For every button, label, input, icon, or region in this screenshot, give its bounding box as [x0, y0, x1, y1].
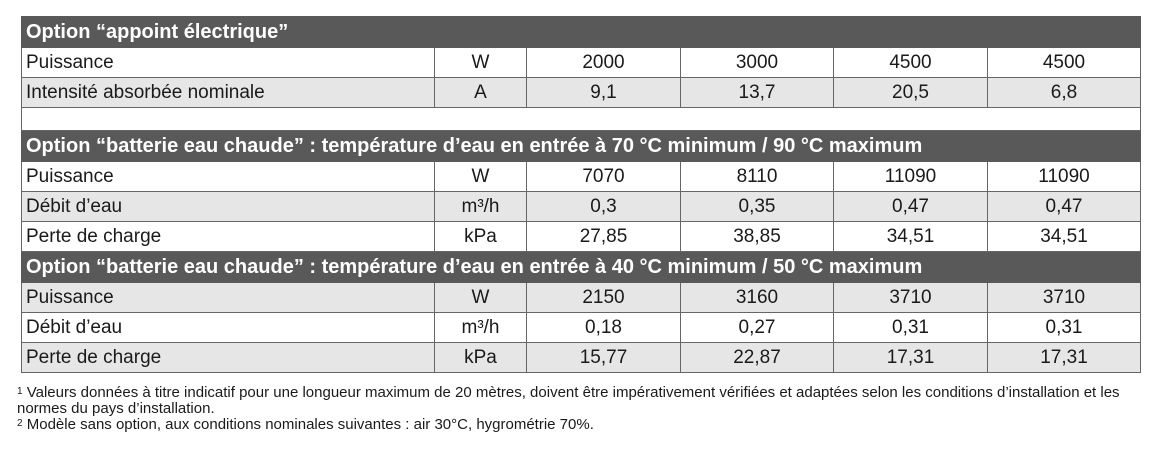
row-value: 6,8	[986, 77, 1142, 108]
row-value: 4500	[986, 47, 1142, 78]
footnotes: 1 Valeurs données à titre indicatif pour…	[17, 385, 1147, 433]
footnote-text: Valeurs données à titre indicatif pour u…	[17, 384, 1120, 417]
footnote-text: Modèle sans option, aux conditions nomin…	[26, 416, 594, 433]
footnote: 1 Valeurs données à titre indicatif pour…	[17, 385, 1147, 417]
row-value: 27,85	[526, 221, 681, 252]
row-value: 17,31	[833, 342, 988, 373]
row-unit: W	[434, 47, 527, 78]
section-header-row: Option “appoint électrique”	[20, 16, 1142, 48]
row-label: Débit d’eau	[21, 191, 435, 222]
spacer-cell	[20, 107, 1142, 131]
row-value: 0,31	[833, 312, 988, 343]
row-value: 2150	[526, 282, 681, 313]
row-label: Perte de charge	[21, 221, 435, 252]
row-value: 0,27	[680, 312, 834, 343]
spec-table: Option “appoint électrique” Puissance W …	[20, 16, 1142, 373]
spacer-row	[20, 107, 1142, 131]
section-title: Option “appoint électrique”	[20, 16, 1142, 48]
row-value: 3710	[986, 282, 1142, 313]
row-value: 17,31	[986, 342, 1142, 373]
row-value: 13,7	[680, 77, 834, 108]
footnote-mark: 1	[17, 386, 23, 397]
spec-table-container: Option “appoint électrique” Puissance W …	[20, 16, 1142, 373]
row-value: 8110	[680, 161, 834, 192]
row-value: 0,35	[680, 191, 834, 222]
table-row: Débit d’eau m³/h 0,3 0,35 0,47 0,47	[21, 191, 1142, 222]
row-value: 38,85	[680, 221, 834, 252]
row-value: 15,77	[526, 342, 681, 373]
footnote-mark: 2	[17, 418, 23, 429]
table-row: Perte de charge kPa 15,77 22,87 17,31 17…	[21, 342, 1142, 373]
row-label: Puissance	[21, 47, 435, 78]
row-value: 11090	[986, 161, 1142, 192]
table-row: Puissance W 2150 3160 3710 3710	[21, 282, 1142, 313]
row-label: Intensité absorbée nominale	[21, 77, 435, 108]
row-unit: kPa	[434, 342, 527, 373]
row-value: 20,5	[833, 77, 988, 108]
row-value: 9,1	[526, 77, 681, 108]
row-label: Perte de charge	[21, 342, 435, 373]
footnote: 2 Modèle sans option, aux conditions nom…	[17, 417, 1147, 433]
row-label: Débit d’eau	[21, 312, 435, 343]
row-label: Puissance	[21, 282, 435, 313]
row-value: 34,51	[833, 221, 988, 252]
table-row: Perte de charge kPa 27,85 38,85 34,51 34…	[21, 221, 1142, 252]
row-value: 3000	[680, 47, 834, 78]
row-unit: m³/h	[434, 312, 527, 343]
table-row: Puissance W 2000 3000 4500 4500	[21, 47, 1142, 78]
row-value: 34,51	[986, 221, 1142, 252]
row-value: 11090	[833, 161, 988, 192]
table-row: Débit d’eau m³/h 0,18 0,27 0,31 0,31	[21, 312, 1142, 343]
row-value: 2000	[526, 47, 681, 78]
section-header-row: Option “batterie eau chaude” : températu…	[20, 251, 1142, 283]
row-value: 22,87	[680, 342, 834, 373]
row-value: 0,47	[833, 191, 988, 222]
row-value: 0,3	[526, 191, 681, 222]
row-value: 7070	[526, 161, 681, 192]
row-value: 4500	[833, 47, 988, 78]
section-title: Option “batterie eau chaude” : températu…	[20, 251, 1142, 283]
row-unit: W	[434, 282, 527, 313]
table-row: Intensité absorbée nominale A 9,1 13,7 2…	[21, 77, 1142, 108]
section-title: Option “batterie eau chaude” : températu…	[20, 130, 1142, 162]
row-value: 3160	[680, 282, 834, 313]
row-value: 0,31	[986, 312, 1142, 343]
row-unit: kPa	[434, 221, 527, 252]
row-value: 0,18	[526, 312, 681, 343]
row-unit: A	[434, 77, 527, 108]
row-value: 0,47	[986, 191, 1142, 222]
row-unit: m³/h	[434, 191, 527, 222]
row-value: 3710	[833, 282, 988, 313]
table-row: Puissance W 7070 8110 11090 11090	[21, 161, 1142, 192]
row-label: Puissance	[21, 161, 435, 192]
section-header-row: Option “batterie eau chaude” : températu…	[20, 130, 1142, 162]
row-unit: W	[434, 161, 527, 192]
